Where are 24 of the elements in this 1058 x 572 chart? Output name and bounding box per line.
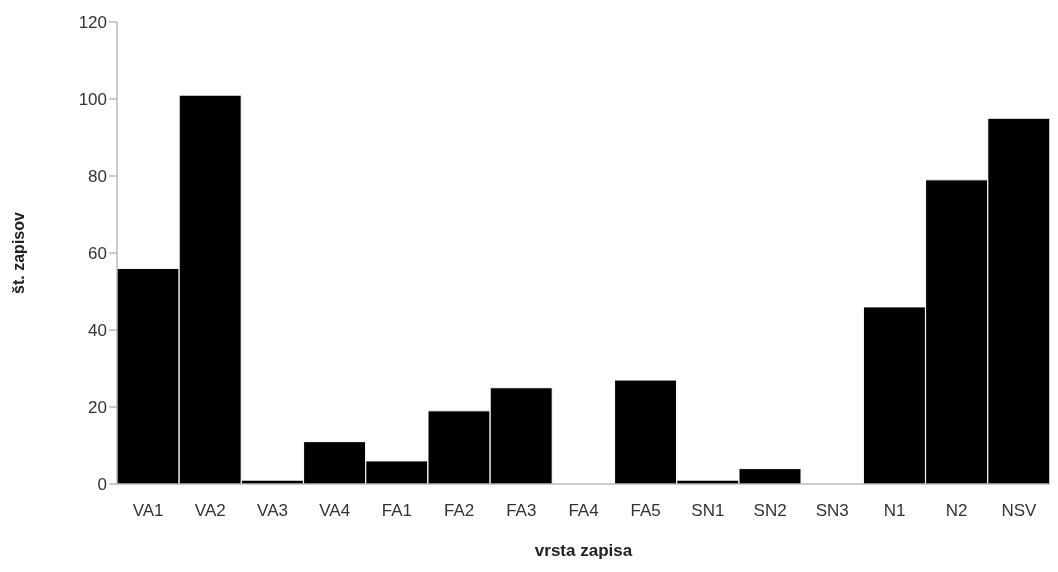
x-tick-label: NSV [1001,501,1038,521]
x-tick-label: VA4 [319,501,351,521]
y-tick-label: 120 [78,13,107,33]
y-axis-title: št. zapisov [9,212,27,294]
y-tick-label: 100 [78,90,107,110]
x-tick-label: FA4 [568,501,599,521]
y-tick-label: 80 [88,167,107,187]
y-tick-label: 40 [88,321,107,341]
x-tick-label: FA1 [381,501,413,521]
x-tick-label: SN2 [753,501,787,521]
x-tick-label: SN1 [691,501,725,521]
x-tick-label: FA2 [443,501,475,521]
x-axis-title: vrsta zapisa [534,541,633,560]
x-tick-label: VA2 [194,501,226,521]
x-tick-label: N1 [883,501,906,521]
x-tick-label: VA3 [257,501,288,521]
y-tick-label: 20 [88,398,107,418]
y-tick-label: 0 [97,475,107,495]
x-tick-label: VA1 [132,501,164,521]
x-tick-label: FA5 [630,501,661,521]
x-tick-label: FA3 [506,501,537,521]
x-tick-label: N2 [945,501,968,521]
x-tick-label: SN3 [815,501,849,521]
y-tick-label: 60 [88,244,107,264]
